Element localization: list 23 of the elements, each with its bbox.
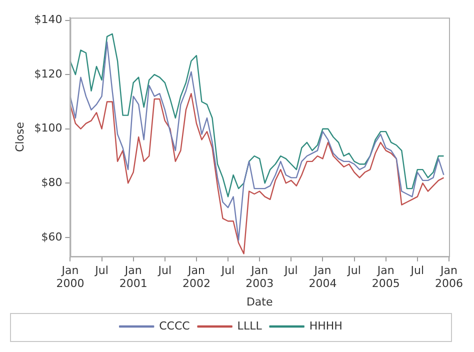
y-tick-label: $60	[41, 230, 62, 244]
y-tick-label: $80	[41, 176, 62, 189]
x-tick-label: Jan 2005	[372, 264, 400, 290]
y-tick-label: $140	[34, 13, 62, 26]
y-axis-title: Close	[13, 122, 26, 152]
x-tick-label: Jul	[220, 264, 235, 277]
x-tick-label: Jul	[346, 264, 361, 277]
x-tick-label: Jan 2001	[119, 264, 148, 290]
x-tick-label: Jul	[284, 264, 298, 277]
x-tick-label: Jan 2003	[246, 264, 274, 290]
x-tick-label: Jan 2002	[182, 264, 210, 290]
legend-label: HHHH	[309, 319, 342, 332]
x-axis-title: Date	[246, 295, 273, 308]
legend-label: CCCC	[159, 319, 190, 332]
y-tick-label: $100	[34, 122, 62, 135]
legend-label: LLLL	[237, 319, 263, 332]
x-tick-label: Jul	[410, 264, 424, 277]
x-tick-label: Jul	[94, 264, 108, 277]
x-tick-label: Jan 2000	[56, 264, 84, 290]
x-tick-label: Jul	[157, 264, 172, 277]
x-tick-label: Jan 2006	[435, 264, 464, 290]
x-tick-label: Jan 2004	[308, 264, 337, 290]
y-tick-label: $120	[34, 67, 62, 80]
